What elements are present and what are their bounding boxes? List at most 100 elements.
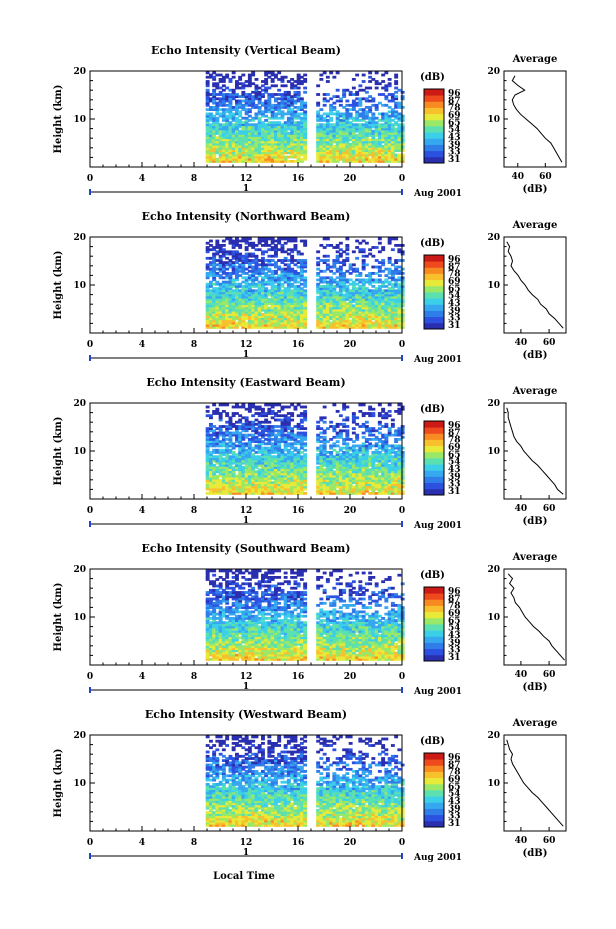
heatmap-cell [277,134,282,137]
heatmap-cell [212,470,217,474]
heatmap-cell [218,244,223,247]
heatmap-cell [338,459,343,463]
heatmap-cell [212,448,217,452]
heatmap-cell [325,121,330,124]
heatmap-cell [387,99,392,103]
heatmap-cell [296,315,301,318]
heatmap-cell [247,425,252,428]
heatmap-cell [371,315,376,318]
heatmap-cell [215,319,220,323]
heatmap-cell [293,295,298,299]
heatmap-cell [225,114,230,118]
heatmap-cell [283,295,288,299]
heatmap-cell [384,160,389,163]
heatmap-cell [247,315,252,318]
heatmap-cell [225,414,230,418]
heatmap-cell [381,246,386,249]
heatmap-cell [280,246,285,249]
heatmap-cell [235,147,239,150]
heatmap-cell [274,250,278,254]
colorbar-tick-label: 39 [448,140,461,150]
heatmap-cell [384,302,389,306]
heatmap-cell [286,466,291,469]
heatmap-cell [235,306,239,310]
heatmap-cell [257,448,262,452]
heatmap-cell [397,119,402,122]
heatmap-cell [316,461,321,465]
heatmap-cell [361,88,366,92]
heatmap-cell [228,304,233,308]
heatmap-cell [316,114,321,118]
heatmap-cell [351,136,356,140]
heatmap-cell [205,285,210,288]
heatmap-cell [342,453,347,456]
heatmap-cell [387,239,392,243]
heatmap-cell [209,261,213,264]
heatmap-cell [286,492,291,495]
heatmap-cell [215,466,220,469]
heatmap-cell [205,276,210,280]
heatmap-cell [267,140,272,144]
heatmap-cell [329,293,334,297]
heatmap-cell [338,261,343,264]
heatmap-cell [390,313,395,316]
heatmap-cell [390,123,395,127]
heatmap-cell [212,278,217,282]
heatmap-cell [387,129,392,133]
heatmap-cell [209,451,213,454]
heatmap-cell [335,149,340,152]
heatmap-cell [368,119,373,122]
heatmap-cell [241,239,246,243]
heatmap-cell [361,110,366,114]
heatmap-cell [325,80,330,83]
heatmap-cell [348,151,353,155]
heatmap-cell [261,252,265,256]
heatmap-cell [257,272,262,275]
heatmap-cell [400,155,405,159]
heatmap-cell [218,246,223,249]
heatmap-cell [351,317,356,321]
heatmap-cell [358,134,363,137]
heatmap-cell [264,481,269,484]
heatmap-cell [394,155,399,159]
heatmap-cell [299,321,304,325]
heatmap-cell [235,125,239,129]
heatmap-cell [400,323,405,327]
heatmap-cell [338,132,343,135]
heatmap-cell [205,274,210,277]
heatmap-cell [235,132,239,135]
heatmap-cell [261,138,265,142]
colorbar-tick-label: 65 [448,118,461,128]
heatmap-cell [267,455,272,459]
heatmap-cell [358,291,363,295]
heatmap-cell [209,321,213,325]
heatmap-cell [261,151,265,155]
heatmap-cell [280,132,285,135]
heatmap-cell [212,125,217,129]
heatmap-cell [251,427,256,430]
heatmap-cell [335,489,340,493]
heatmap-cell [228,479,233,482]
heatmap-cell [338,138,343,142]
heatmap-cell [231,263,236,267]
heatmap-cell [251,479,256,482]
heatmap-cell [277,108,282,111]
heatmap-cell [290,418,295,422]
heatmap-cell [377,323,382,327]
heatmap-cell [361,155,366,159]
heatmap-cell [342,442,347,446]
heatmap-cell [364,123,369,127]
heatmap-cell [293,116,298,120]
heatmap-cell [218,289,223,293]
heatmap-cell [283,416,288,420]
heatmap-cell [345,433,350,437]
heatmap-cell [215,289,220,293]
heatmap-cell [381,129,386,133]
heatmap-cell [394,149,399,152]
heatmap-cell [332,481,337,484]
heatmap-cell [228,485,233,489]
heatmap-cell [274,252,278,256]
heatmap-cell [348,310,353,314]
heatmap-cell [355,155,360,159]
heatmap-cell [358,321,363,325]
